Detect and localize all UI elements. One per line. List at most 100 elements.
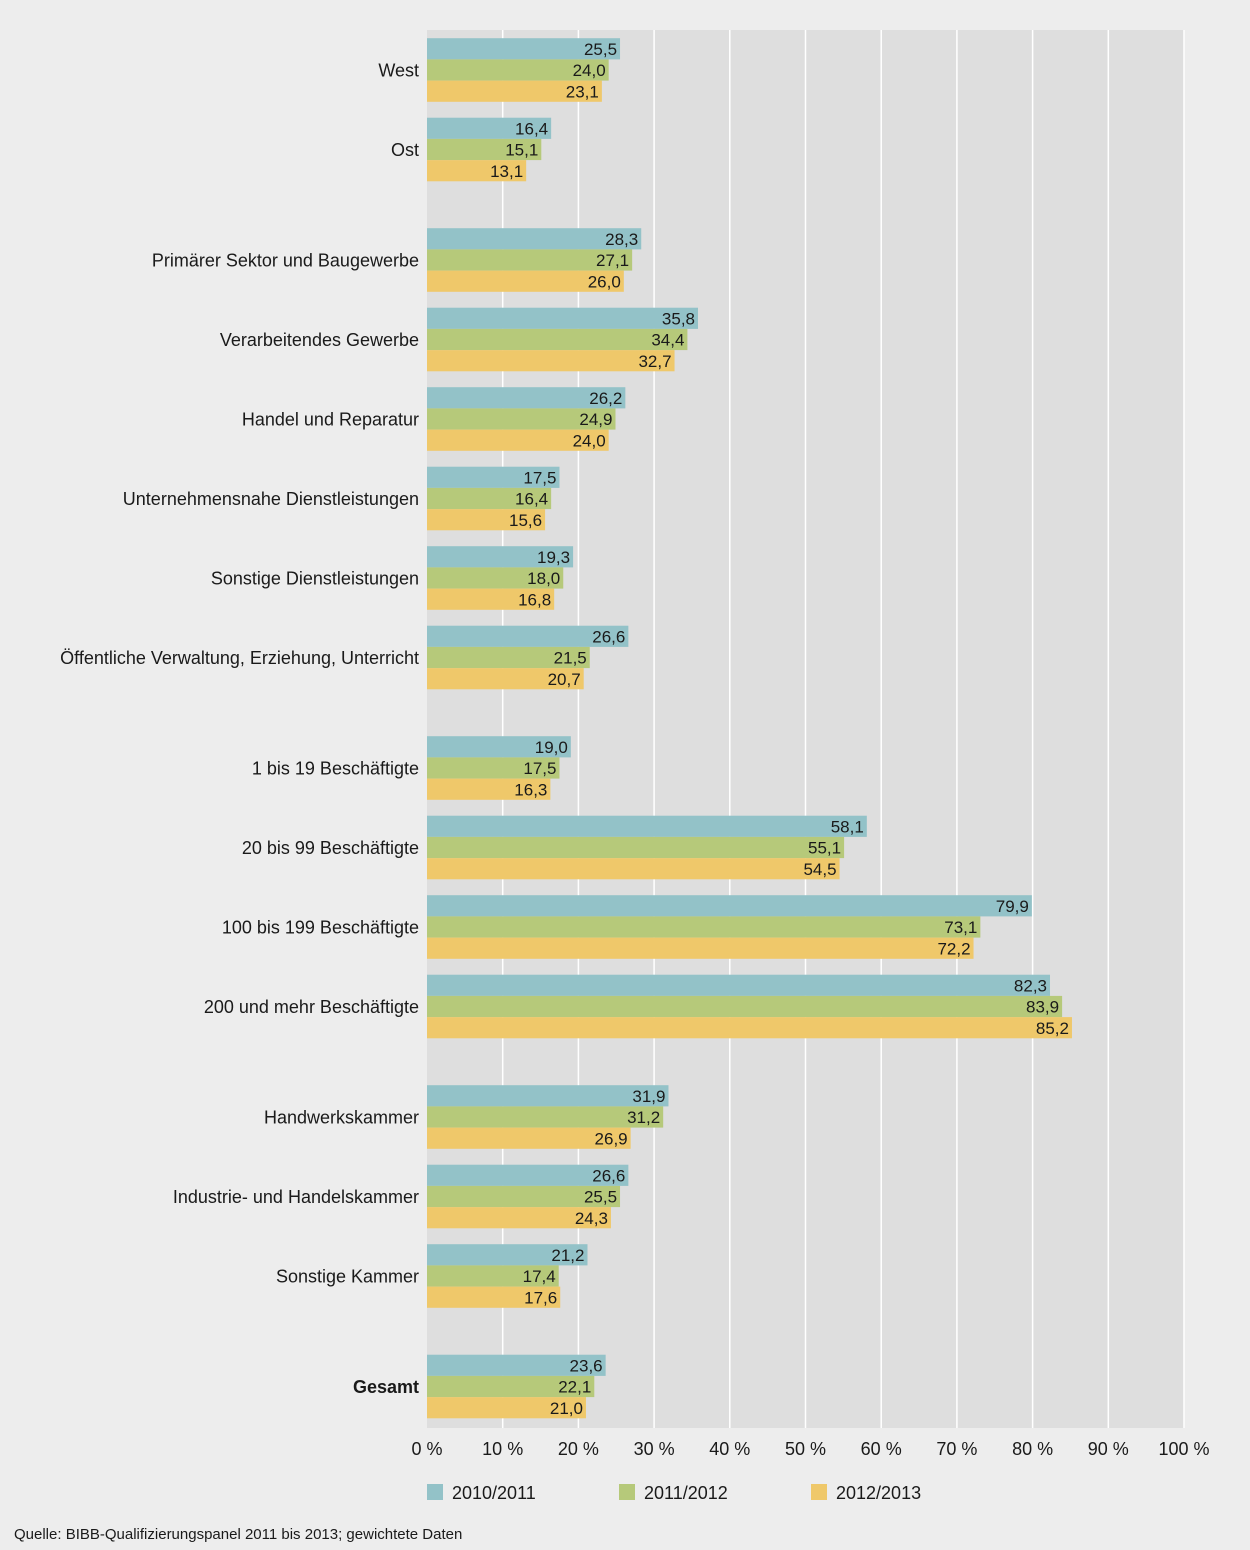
data-label: 28,3 <box>605 230 638 249</box>
bar-handwerkskammer-2012-2013 <box>427 1127 631 1149</box>
x-tick-label: 60 % <box>861 1439 902 1459</box>
bar-verarbeitendes-gewerbe-2010-2011 <box>427 307 699 329</box>
bar-200-und-mehr-beschaftigte-2012-2013 <box>427 1017 1072 1039</box>
bar-verarbeitendes-gewerbe-2012-2013 <box>427 350 675 372</box>
data-label: 16,3 <box>514 780 547 799</box>
source-note: Quelle: BIBB-Qualifizierungspanel 2011 b… <box>14 1526 463 1543</box>
bar-1-bis-19-beschaftigte-2010-2011 <box>427 736 571 758</box>
bar-industrie-und-handelskammer-2012-2013 <box>427 1207 611 1229</box>
legend-label: 2011/2012 <box>644 1483 728 1503</box>
category-label-west: West <box>378 61 419 81</box>
data-label: 17,5 <box>523 468 556 487</box>
bar-primarer-sektor-und-baugewerbe-2010-2011 <box>427 228 642 250</box>
bar-gesamt-2011-2012 <box>427 1375 595 1398</box>
data-label: 16,8 <box>518 590 551 609</box>
data-label: 21,0 <box>550 1399 583 1418</box>
data-label: 19,3 <box>537 548 570 567</box>
data-label: 22,1 <box>558 1378 591 1397</box>
data-label: 26,6 <box>592 627 625 646</box>
x-tick-label: 90 % <box>1088 1439 1129 1459</box>
bar-sonstige-kammer-2011-2012 <box>427 1265 559 1287</box>
data-label: 18,0 <box>527 569 560 588</box>
data-label: 24,0 <box>573 61 606 80</box>
bar-20-bis-99-beschaftigte-2010-2011 <box>427 815 867 837</box>
bar-200-und-mehr-beschaftigte-2011-2012 <box>427 995 1063 1018</box>
bar-20-bis-99-beschaftigte-2011-2012 <box>427 836 845 859</box>
category-label-sonstige-kammer: Sonstige Kammer <box>276 1267 419 1287</box>
data-label: 83,9 <box>1026 998 1059 1017</box>
data-label: 82,3 <box>1014 976 1047 995</box>
data-label: 19,0 <box>535 738 568 757</box>
bar-handwerkskammer-2010-2011 <box>427 1085 669 1107</box>
data-label: 26,2 <box>589 389 622 408</box>
data-label: 26,6 <box>592 1166 625 1185</box>
data-label: 16,4 <box>515 490 548 509</box>
category-label-200-und-mehr-beschaftigte: 200 und mehr Beschäftigte <box>204 997 419 1017</box>
bar-ost-2011-2012 <box>427 138 542 161</box>
bar-handel-und-reparatur-2012-2013 <box>427 429 609 451</box>
data-label: 31,2 <box>627 1108 660 1127</box>
data-label: 20,7 <box>548 670 581 689</box>
category-label-handwerkskammer: Handwerkskammer <box>264 1108 419 1128</box>
bar-west-2010-2011 <box>427 38 621 60</box>
data-label: 32,7 <box>638 352 671 371</box>
x-tick-label: 10 % <box>482 1439 523 1459</box>
bar-offentliche-verwaltung-erziehung-unterricht-2010-2011 <box>427 625 629 647</box>
bar-sonstige-dienstleistungen-2010-2011 <box>427 546 574 568</box>
category-label-unternehmensnahe-dienstleistungen: Unternehmensnahe Dienstleistungen <box>123 489 419 509</box>
data-label: 27,1 <box>596 251 629 270</box>
bar-primarer-sektor-und-baugewerbe-2011-2012 <box>427 249 633 271</box>
x-tick-label: 30 % <box>634 1439 675 1459</box>
data-label: 23,6 <box>570 1356 603 1375</box>
data-label: 13,1 <box>490 162 523 181</box>
data-label: 17,5 <box>523 759 556 778</box>
category-label-offentliche-verwaltung-erziehung-unterricht: Öffentliche Verwaltung, Erziehung, Unter… <box>60 648 419 668</box>
bar-gesamt-2012-2013 <box>427 1397 586 1419</box>
data-label: 34,4 <box>651 331 684 350</box>
data-label: 54,5 <box>803 860 836 879</box>
category-label-20-bis-99-beschaftigte: 20 bis 99 Beschäftigte <box>242 838 419 858</box>
bar-100-bis-199-beschaftigte-2010-2011 <box>427 895 1032 917</box>
bar-100-bis-199-beschaftigte-2011-2012 <box>427 916 981 938</box>
bar-100-bis-199-beschaftigte-2012-2013 <box>427 937 974 959</box>
bar-handwerkskammer-2011-2012 <box>427 1106 664 1128</box>
legend-label: 2012/2013 <box>836 1483 921 1503</box>
bar-gesamt-2010-2011 <box>427 1354 606 1376</box>
data-label: 17,6 <box>524 1288 557 1307</box>
data-label: 25,5 <box>584 1188 617 1207</box>
data-label: 23,1 <box>566 82 599 101</box>
bar-ost-2012-2013 <box>427 160 527 182</box>
category-label-ost: Ost <box>391 140 419 160</box>
bar-sonstige-dienstleistungen-2011-2012 <box>427 567 564 589</box>
bar-unternehmensnahe-dienstleistungen-2011-2012 <box>427 487 552 510</box>
data-label: 26,0 <box>588 272 621 291</box>
bar-200-und-mehr-beschaftigte-2010-2011 <box>427 974 1051 996</box>
data-label: 85,2 <box>1036 1019 1069 1038</box>
data-label: 21,2 <box>551 1246 584 1265</box>
bar-sonstige-kammer-2010-2011 <box>427 1244 588 1266</box>
data-label: 16,4 <box>515 119 548 138</box>
x-tick-label: 100 % <box>1158 1439 1209 1459</box>
category-label-gesamt: Gesamt <box>353 1377 419 1397</box>
data-label: 17,4 <box>523 1267 556 1286</box>
category-label-100-bis-199-beschaftigte: 100 bis 199 Beschäftigte <box>222 918 419 938</box>
bar-1-bis-19-beschaftigte-2012-2013 <box>427 778 551 800</box>
data-label: 58,1 <box>831 817 864 836</box>
category-label-handel-und-reparatur: Handel und Reparatur <box>242 410 419 430</box>
bar-offentliche-verwaltung-erziehung-unterricht-2011-2012 <box>427 646 590 669</box>
data-label: 35,8 <box>662 309 695 328</box>
bar-verarbeitendes-gewerbe-2011-2012 <box>427 328 688 351</box>
data-label: 72,2 <box>937 939 970 958</box>
x-tick-label: 50 % <box>785 1439 826 1459</box>
bar-sonstige-kammer-2012-2013 <box>427 1286 561 1308</box>
category-label-verarbeitendes-gewerbe: Verarbeitendes Gewerbe <box>220 330 419 350</box>
data-label: 21,5 <box>554 649 587 668</box>
data-label: 24,9 <box>579 410 612 429</box>
category-label-industrie-und-handelskammer: Industrie- und Handelskammer <box>173 1187 419 1207</box>
bar-ost-2010-2011 <box>427 117 552 139</box>
legend-swatch-2011-2012 <box>619 1484 635 1500</box>
bar-industrie-und-handelskammer-2010-2011 <box>427 1164 629 1186</box>
data-label: 15,1 <box>505 141 538 160</box>
data-label: 26,9 <box>595 1129 628 1148</box>
